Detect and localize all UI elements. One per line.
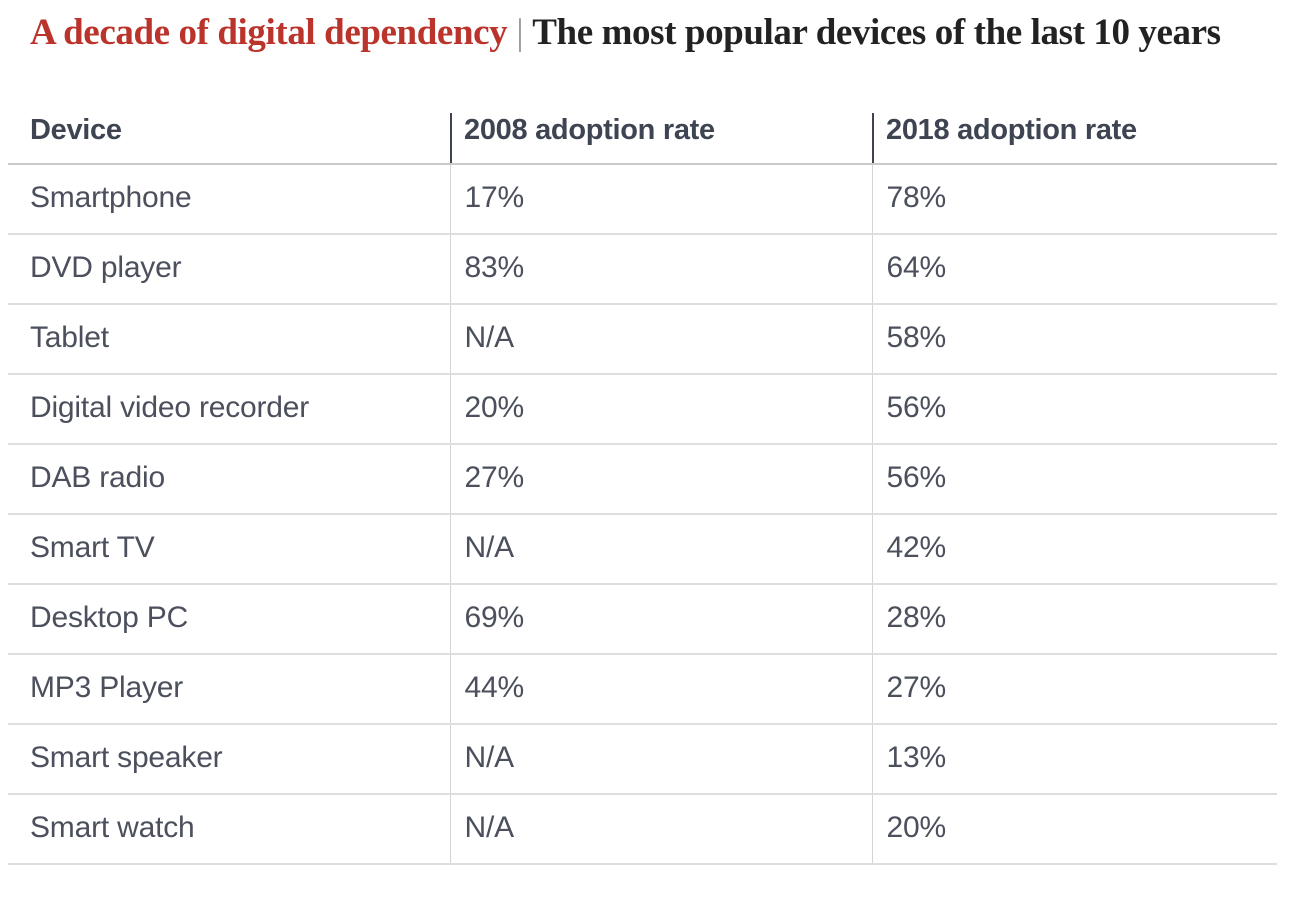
column-header-2008-rate: 2008 adoption rate bbox=[450, 101, 872, 165]
device-cell: Smart watch bbox=[8, 794, 450, 865]
device-cell: Smart TV bbox=[8, 514, 450, 585]
rate-2018-cell: 78% bbox=[871, 164, 1277, 235]
rate-2008-cell: 69% bbox=[449, 584, 872, 655]
table-row: Desktop PC 69% 28% bbox=[8, 584, 1277, 655]
device-cell: Desktop PC bbox=[8, 584, 450, 655]
rate-2018-cell: 27% bbox=[871, 654, 1277, 725]
page: A decade of digital dependency | The most … bbox=[0, 9, 1300, 865]
device-cell: Tablet bbox=[8, 304, 450, 375]
rate-2018-cell: 64% bbox=[871, 234, 1277, 305]
rate-2018-cell: 42% bbox=[871, 514, 1277, 585]
rate-2008-cell: N/A bbox=[449, 514, 872, 585]
column-header-2018-rate: 2018 adoption rate bbox=[872, 101, 1277, 165]
title-separator: | bbox=[516, 12, 524, 53]
rate-2008-cell: 20% bbox=[449, 374, 872, 445]
devices-table: Device 2008 adoption rate 2018 adoption … bbox=[8, 101, 1277, 865]
rate-2008-cell: N/A bbox=[449, 304, 872, 375]
rate-2008-cell: 83% bbox=[449, 234, 872, 305]
title-main: The most popular devices of the last 10 … bbox=[532, 12, 1221, 53]
device-cell: Smartphone bbox=[8, 164, 450, 235]
title-kicker: A decade of digital dependency bbox=[30, 12, 508, 53]
table-row: Smart watch N/A 20% bbox=[8, 794, 1277, 865]
table-row: MP3 Player 44% 27% bbox=[8, 654, 1277, 725]
device-cell: DVD player bbox=[8, 234, 450, 305]
rate-2018-cell: 58% bbox=[871, 304, 1277, 375]
table-row: Smart TV N/A 42% bbox=[8, 514, 1277, 585]
table-row: Digital video recorder 20% 56% bbox=[8, 374, 1277, 445]
rate-2008-cell: N/A bbox=[449, 724, 872, 795]
device-cell: DAB radio bbox=[8, 444, 450, 515]
rate-2008-cell: 27% bbox=[449, 444, 872, 515]
rate-2008-cell: 44% bbox=[449, 654, 872, 725]
rate-2018-cell: 28% bbox=[871, 584, 1277, 655]
rate-2018-cell: 20% bbox=[871, 794, 1277, 865]
table-row: DVD player 83% 64% bbox=[8, 234, 1277, 305]
table-row: Smartphone 17% 78% bbox=[8, 164, 1277, 235]
page-title: A decade of digital dependency | The most … bbox=[30, 9, 1270, 56]
rate-2018-cell: 13% bbox=[871, 724, 1277, 795]
device-cell: Digital video recorder bbox=[8, 374, 450, 445]
table-body: Smartphone 17% 78% DVD player 83% 64% Ta… bbox=[8, 164, 1277, 865]
rate-2008-cell: 17% bbox=[449, 164, 872, 235]
rate-2018-cell: 56% bbox=[871, 374, 1277, 445]
table-row: Tablet N/A 58% bbox=[8, 304, 1277, 375]
column-header-device: Device bbox=[8, 101, 450, 165]
rate-2008-cell: N/A bbox=[449, 794, 872, 865]
table-row: DAB radio 27% 56% bbox=[8, 444, 1277, 515]
table-header: Device 2008 adoption rate 2018 adoption … bbox=[8, 101, 1277, 165]
device-cell: Smart speaker bbox=[8, 724, 450, 795]
device-cell: MP3 Player bbox=[8, 654, 450, 725]
rate-2018-cell: 56% bbox=[871, 444, 1277, 515]
table-row: Smart speaker N/A 13% bbox=[8, 724, 1277, 795]
table-header-row: Device 2008 adoption rate 2018 adoption … bbox=[8, 101, 1277, 165]
